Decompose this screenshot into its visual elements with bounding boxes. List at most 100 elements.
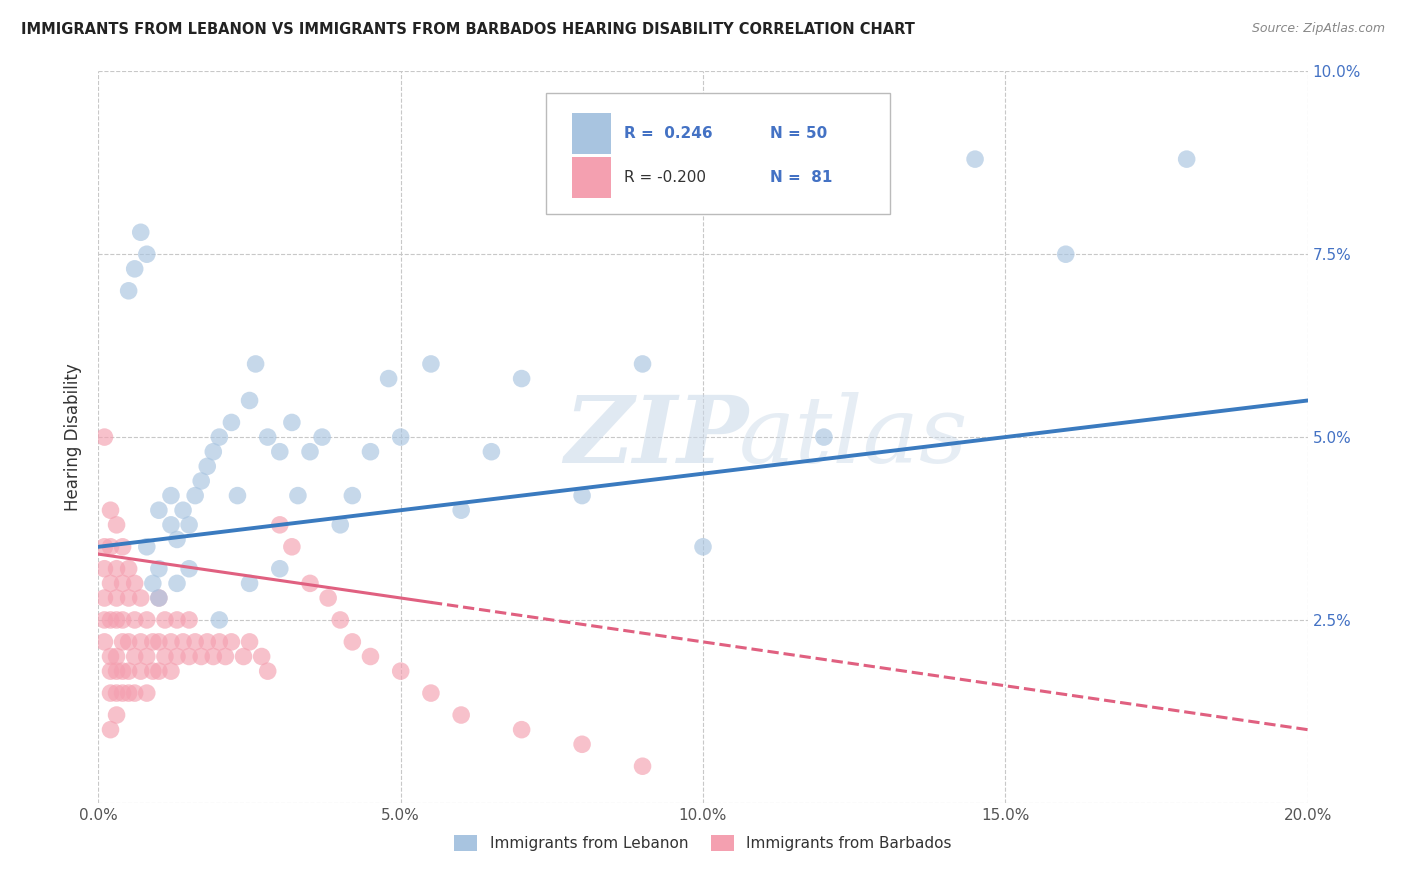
Y-axis label: Hearing Disability: Hearing Disability bbox=[65, 363, 83, 511]
Point bbox=[184, 489, 207, 503]
Point bbox=[360, 444, 382, 458]
Point bbox=[100, 503, 122, 517]
Point bbox=[256, 430, 278, 444]
Point bbox=[813, 430, 835, 444]
Point bbox=[166, 613, 188, 627]
Point bbox=[631, 759, 654, 773]
Point bbox=[111, 635, 134, 649]
Point bbox=[269, 517, 291, 532]
Point bbox=[214, 649, 236, 664]
Point bbox=[166, 649, 188, 664]
Point bbox=[111, 664, 134, 678]
Point bbox=[153, 649, 176, 664]
Point bbox=[389, 664, 412, 678]
Point bbox=[135, 649, 157, 664]
Point bbox=[179, 649, 201, 664]
Point bbox=[111, 686, 134, 700]
Point bbox=[100, 686, 122, 700]
Point bbox=[129, 225, 152, 239]
Point bbox=[93, 430, 115, 444]
Point bbox=[481, 444, 503, 458]
Point bbox=[172, 503, 194, 517]
Point bbox=[221, 635, 243, 649]
Point bbox=[571, 737, 593, 751]
Text: R = -0.200: R = -0.200 bbox=[624, 169, 706, 185]
Point bbox=[142, 635, 165, 649]
Point bbox=[179, 562, 201, 576]
Point bbox=[148, 591, 170, 605]
Text: N =  81: N = 81 bbox=[769, 169, 832, 185]
Point bbox=[166, 576, 188, 591]
Point bbox=[100, 664, 122, 678]
Point bbox=[124, 649, 146, 664]
Point bbox=[160, 635, 183, 649]
Point bbox=[100, 649, 122, 664]
Point bbox=[299, 576, 322, 591]
Point bbox=[105, 664, 128, 678]
Point bbox=[93, 635, 115, 649]
Point bbox=[190, 649, 212, 664]
Point bbox=[118, 664, 141, 678]
Point bbox=[153, 613, 176, 627]
Point bbox=[420, 686, 443, 700]
Point bbox=[100, 613, 122, 627]
Point bbox=[124, 576, 146, 591]
Point bbox=[692, 540, 714, 554]
Point bbox=[105, 686, 128, 700]
Point bbox=[202, 649, 225, 664]
Point bbox=[232, 649, 254, 664]
Point bbox=[160, 664, 183, 678]
Point bbox=[124, 261, 146, 276]
Point bbox=[342, 489, 364, 503]
Point bbox=[142, 576, 165, 591]
Point bbox=[256, 664, 278, 678]
Point bbox=[269, 444, 291, 458]
Point bbox=[118, 635, 141, 649]
Point bbox=[172, 635, 194, 649]
Text: IMMIGRANTS FROM LEBANON VS IMMIGRANTS FROM BARBADOS HEARING DISABILITY CORRELATI: IMMIGRANTS FROM LEBANON VS IMMIGRANTS FR… bbox=[21, 22, 915, 37]
Point bbox=[631, 357, 654, 371]
Point bbox=[269, 562, 291, 576]
Point bbox=[124, 613, 146, 627]
Text: ZIP: ZIP bbox=[564, 392, 748, 482]
Point bbox=[184, 635, 207, 649]
Point bbox=[239, 393, 262, 408]
Point bbox=[420, 357, 443, 371]
Point bbox=[221, 416, 243, 430]
Point bbox=[208, 613, 231, 627]
Point bbox=[329, 613, 352, 627]
Point bbox=[329, 517, 352, 532]
Point bbox=[226, 489, 249, 503]
Point bbox=[111, 576, 134, 591]
Point bbox=[148, 664, 170, 678]
Point bbox=[342, 635, 364, 649]
Point bbox=[510, 723, 533, 737]
Point bbox=[202, 444, 225, 458]
Point bbox=[105, 562, 128, 576]
Point bbox=[1175, 152, 1198, 166]
Point bbox=[135, 540, 157, 554]
Point bbox=[208, 430, 231, 444]
Point bbox=[245, 357, 267, 371]
Point bbox=[160, 489, 183, 503]
Point bbox=[105, 517, 128, 532]
Point bbox=[195, 635, 218, 649]
Text: N = 50: N = 50 bbox=[769, 126, 827, 141]
Text: Source: ZipAtlas.com: Source: ZipAtlas.com bbox=[1251, 22, 1385, 36]
Point bbox=[105, 613, 128, 627]
Point bbox=[129, 591, 152, 605]
Point bbox=[239, 576, 262, 591]
Point bbox=[316, 591, 339, 605]
Point bbox=[111, 613, 134, 627]
Legend: Immigrants from Lebanon, Immigrants from Barbados: Immigrants from Lebanon, Immigrants from… bbox=[449, 830, 957, 857]
Point bbox=[377, 371, 399, 385]
Point bbox=[124, 686, 146, 700]
Point bbox=[105, 591, 128, 605]
Point bbox=[100, 723, 122, 737]
Point bbox=[389, 430, 412, 444]
Point bbox=[510, 371, 533, 385]
Point bbox=[129, 635, 152, 649]
Point bbox=[118, 686, 141, 700]
Point bbox=[148, 635, 170, 649]
Point bbox=[195, 459, 218, 474]
